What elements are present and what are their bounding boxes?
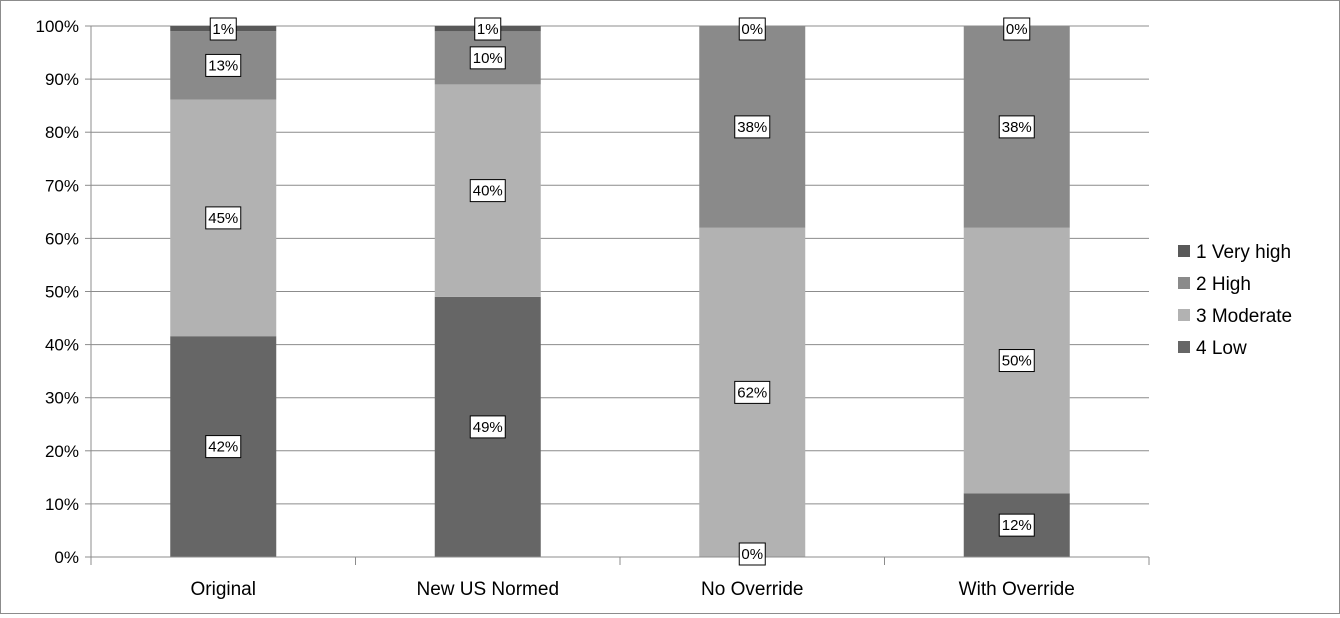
legend-item: 3 Moderate [1178,306,1292,327]
x-category-label: With Override [959,579,1075,600]
data-label-text: 40% [473,183,503,200]
data-label-box [205,435,242,459]
axes: 0% 10% 20% 30% 40% 50% 60% 70% 80% 90% 100% Origina… [36,17,1150,600]
legend: 1 Very high 2 High 3 Moderate 4 Low [1178,242,1292,359]
legend-swatch [1178,341,1190,353]
legend-swatch [1178,309,1190,321]
data-label-text: 1% [212,21,234,38]
y-tick-label: 90% [45,70,79,89]
data-label-box [469,46,506,70]
data-label: 42% [205,435,242,459]
y-tick-label: 70% [45,176,79,195]
x-category-label: New US Normed [416,579,559,600]
y-tick-label: 60% [45,229,79,248]
legend-swatch [1178,245,1190,257]
data-label-box [998,115,1035,139]
data-label-text: 0% [741,21,763,38]
data-labels: 42% 45% 13% 1% 49% 40% 10% 1% 0% 62% 38% 0% 12% 50% 38… [205,17,1035,566]
data-label-text: 1% [477,21,499,38]
data-label: 38% [998,115,1035,139]
legend-label: 2 High [1196,274,1251,295]
legend-swatch [1178,277,1190,289]
data-label-box [474,17,502,41]
data-label-box [1003,17,1031,41]
legend-item: 4 Low [1178,338,1247,359]
y-tick-label: 20% [45,442,79,461]
y-tick-label: 80% [45,123,79,142]
y-tick-label: 30% [45,389,79,408]
data-label-box [738,17,766,41]
data-label: 50% [998,349,1035,373]
data-label-text: 0% [741,546,763,563]
data-label: 45% [205,206,242,230]
legend-label: 1 Very high [1196,242,1291,263]
data-label-text: 45% [208,210,238,227]
data-label-box [205,206,242,230]
data-label: 0% [738,542,766,566]
data-label-box [209,17,237,41]
data-label-box [738,542,766,566]
y-tick-label: 50% [45,283,79,302]
legend-label: 4 Low [1196,338,1247,359]
data-label-text: 13% [208,57,238,74]
data-label: 1% [209,17,237,41]
data-label-box [998,349,1035,373]
data-label: 1% [474,17,502,41]
legend-label: 3 Moderate [1196,306,1292,327]
data-label-text: 10% [473,50,503,67]
y-tick-label: 0% [54,548,79,567]
legend-item: 1 Very high [1178,242,1291,263]
data-label-box [734,115,771,139]
data-label-text: 42% [208,439,238,456]
x-category-label: Original [191,579,256,600]
data-label-box [469,179,506,203]
data-label: 49% [469,415,506,439]
data-label-text: 38% [737,119,767,136]
data-label-text: 49% [473,419,503,436]
y-tick-label: 10% [45,495,79,514]
data-label: 13% [205,53,242,77]
data-label-text: 62% [737,384,767,401]
data-label-text: 50% [1002,353,1032,370]
data-label: 0% [738,17,766,41]
y-tick-label: 40% [45,336,79,355]
data-label-box [998,513,1035,537]
data-label: 40% [469,179,506,203]
data-label-text: 38% [1002,119,1032,136]
data-label-box [469,415,506,439]
data-label: 12% [998,513,1035,537]
bars [170,26,1070,557]
data-label: 0% [1003,17,1031,41]
x-category-label: No Override [701,579,803,600]
data-label-text: 12% [1002,517,1032,534]
data-label: 62% [734,380,771,404]
data-label-text: 0% [1006,21,1028,38]
legend-item: 2 High [1178,274,1251,295]
data-label-box [734,380,771,404]
data-label: 38% [734,115,771,139]
y-tick-label: 100% [36,17,79,36]
data-label-box [205,53,242,77]
data-label: 10% [469,46,506,70]
